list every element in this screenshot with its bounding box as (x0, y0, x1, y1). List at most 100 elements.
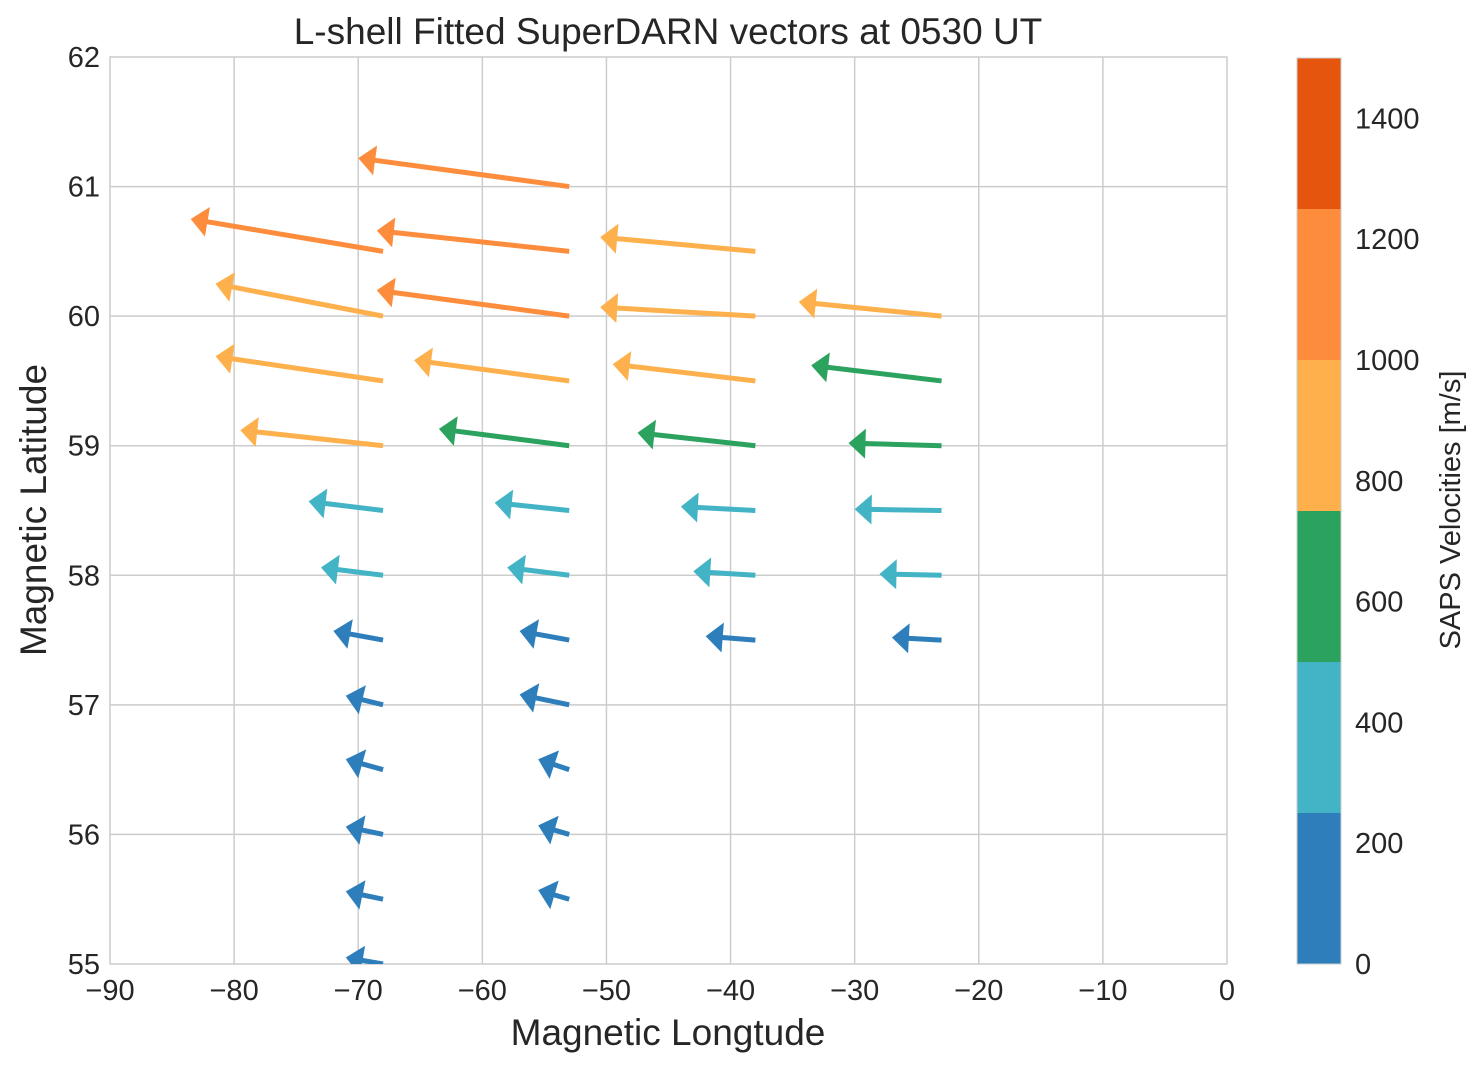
vector-head (798, 288, 818, 319)
vector-shaft (359, 760, 384, 773)
chart-title: L-shell Fitted SuperDARN vectors at 0530… (294, 11, 1043, 52)
vector-arrow (612, 351, 756, 384)
vector-arrow (637, 419, 756, 450)
x-tick-label: −20 (954, 975, 1003, 1007)
vector-shaft (869, 506, 942, 513)
colorbar-bin (1297, 511, 1341, 662)
colorbar-frame (1296, 57, 1342, 965)
vector-shaft (428, 359, 570, 384)
colorbar-bin (1297, 813, 1341, 964)
y-tick-label: 61 (68, 172, 100, 204)
x-tick-label: −60 (458, 975, 507, 1007)
x-tick-label: −30 (830, 975, 879, 1007)
vector-head (612, 351, 632, 381)
plot-frame (109, 56, 1228, 965)
y-tick-label: 58 (68, 560, 100, 592)
colorbar-tick-label: 600 (1355, 587, 1403, 619)
vector-head (308, 488, 328, 519)
vector-shaft (863, 441, 942, 449)
vector-head (345, 945, 366, 964)
vector-head (879, 559, 897, 590)
vector-arrow (600, 223, 756, 254)
vector-arrow (693, 557, 756, 588)
colorbar: 0 200 400 600 800 1000 1200 1400 SAPS Velocitie… (1296, 57, 1467, 981)
vector-head (215, 272, 235, 302)
vector-shaft (695, 504, 756, 513)
plot-area (109, 56, 1228, 965)
vector-arrow (345, 749, 384, 779)
vector-head (811, 352, 830, 383)
vector-arrow (538, 750, 571, 779)
vector-arrow (321, 554, 384, 585)
y-axis-ticks: 55 56 57 58 59 60 61 62 (68, 42, 100, 981)
vector-arrow (345, 880, 384, 910)
vector-shaft (335, 566, 384, 578)
vector-arrow (376, 277, 570, 319)
vector-arrow (345, 685, 384, 715)
vector-head (345, 749, 367, 779)
vector-shaft (453, 428, 570, 449)
vector-head (358, 145, 378, 176)
y-tick-label: 60 (68, 301, 100, 333)
vector-head (891, 623, 910, 654)
vector-shaft (720, 634, 756, 643)
colorbar-bin (1297, 58, 1341, 209)
plot-background (110, 57, 1227, 964)
vector-arrow (507, 554, 570, 585)
vector-arrow (333, 619, 384, 649)
vector-arrow (345, 945, 384, 964)
vector-head (333, 619, 353, 649)
colorbar-tick-label: 800 (1355, 466, 1403, 498)
vector-head (705, 622, 724, 653)
colorbar-tick-label: 1000 (1355, 345, 1420, 377)
vector-shaft (825, 364, 942, 384)
x-tick-label: −80 (210, 975, 259, 1007)
vector-shaft (254, 429, 384, 449)
vector-arrow (879, 559, 942, 590)
vector-shaft (627, 363, 756, 384)
vector-shaft (360, 957, 384, 964)
vector-head (693, 557, 712, 588)
vector-head (345, 685, 366, 715)
vector-shaft (391, 289, 570, 319)
vector-shaft (359, 827, 384, 837)
vector-arrow (438, 416, 570, 449)
vector-arrow (848, 428, 942, 459)
vector-shaft (551, 761, 571, 773)
vector-shaft (359, 696, 384, 708)
colorbar-ticks: 0 200 400 600 800 1000 1200 1400 (1355, 103, 1420, 981)
vector-arrow (680, 492, 756, 523)
x-tick-label: −70 (334, 975, 383, 1007)
vector-arrow (538, 880, 570, 910)
vector-shaft (533, 631, 570, 643)
colorbar-label: SAPS Velocities [m/s] (1435, 371, 1467, 650)
vector-arrow (376, 217, 570, 254)
vector-shaft (509, 501, 570, 513)
colorbar-bins (1297, 58, 1341, 964)
vector-arrow (705, 622, 756, 653)
y-tick-label: 59 (68, 431, 100, 463)
vector-shaft (372, 157, 570, 190)
vector-arrow (358, 145, 570, 190)
vector-head (414, 347, 433, 378)
y-tick-label: 56 (68, 819, 100, 851)
colorbar-tick-label: 400 (1355, 707, 1403, 739)
vector-head (494, 489, 514, 520)
vector-head (538, 815, 559, 845)
vector-shaft (708, 569, 756, 578)
vector-head (519, 619, 539, 649)
vector-shaft (551, 827, 570, 837)
colorbar-tick-label: 200 (1355, 828, 1403, 860)
x-axis-label: Magnetic Longtude (511, 1012, 826, 1053)
vector-head (600, 223, 619, 254)
vector-arrow (414, 347, 570, 384)
y-tick-label: 62 (68, 42, 100, 74)
vector-head (215, 343, 235, 374)
vector-shaft (229, 356, 384, 384)
vector-arrow (519, 683, 570, 713)
vector-head (848, 428, 866, 459)
colorbar-tick-label: 0 (1355, 949, 1371, 981)
vector-shaft (323, 500, 384, 513)
vector-shaft (391, 229, 570, 254)
